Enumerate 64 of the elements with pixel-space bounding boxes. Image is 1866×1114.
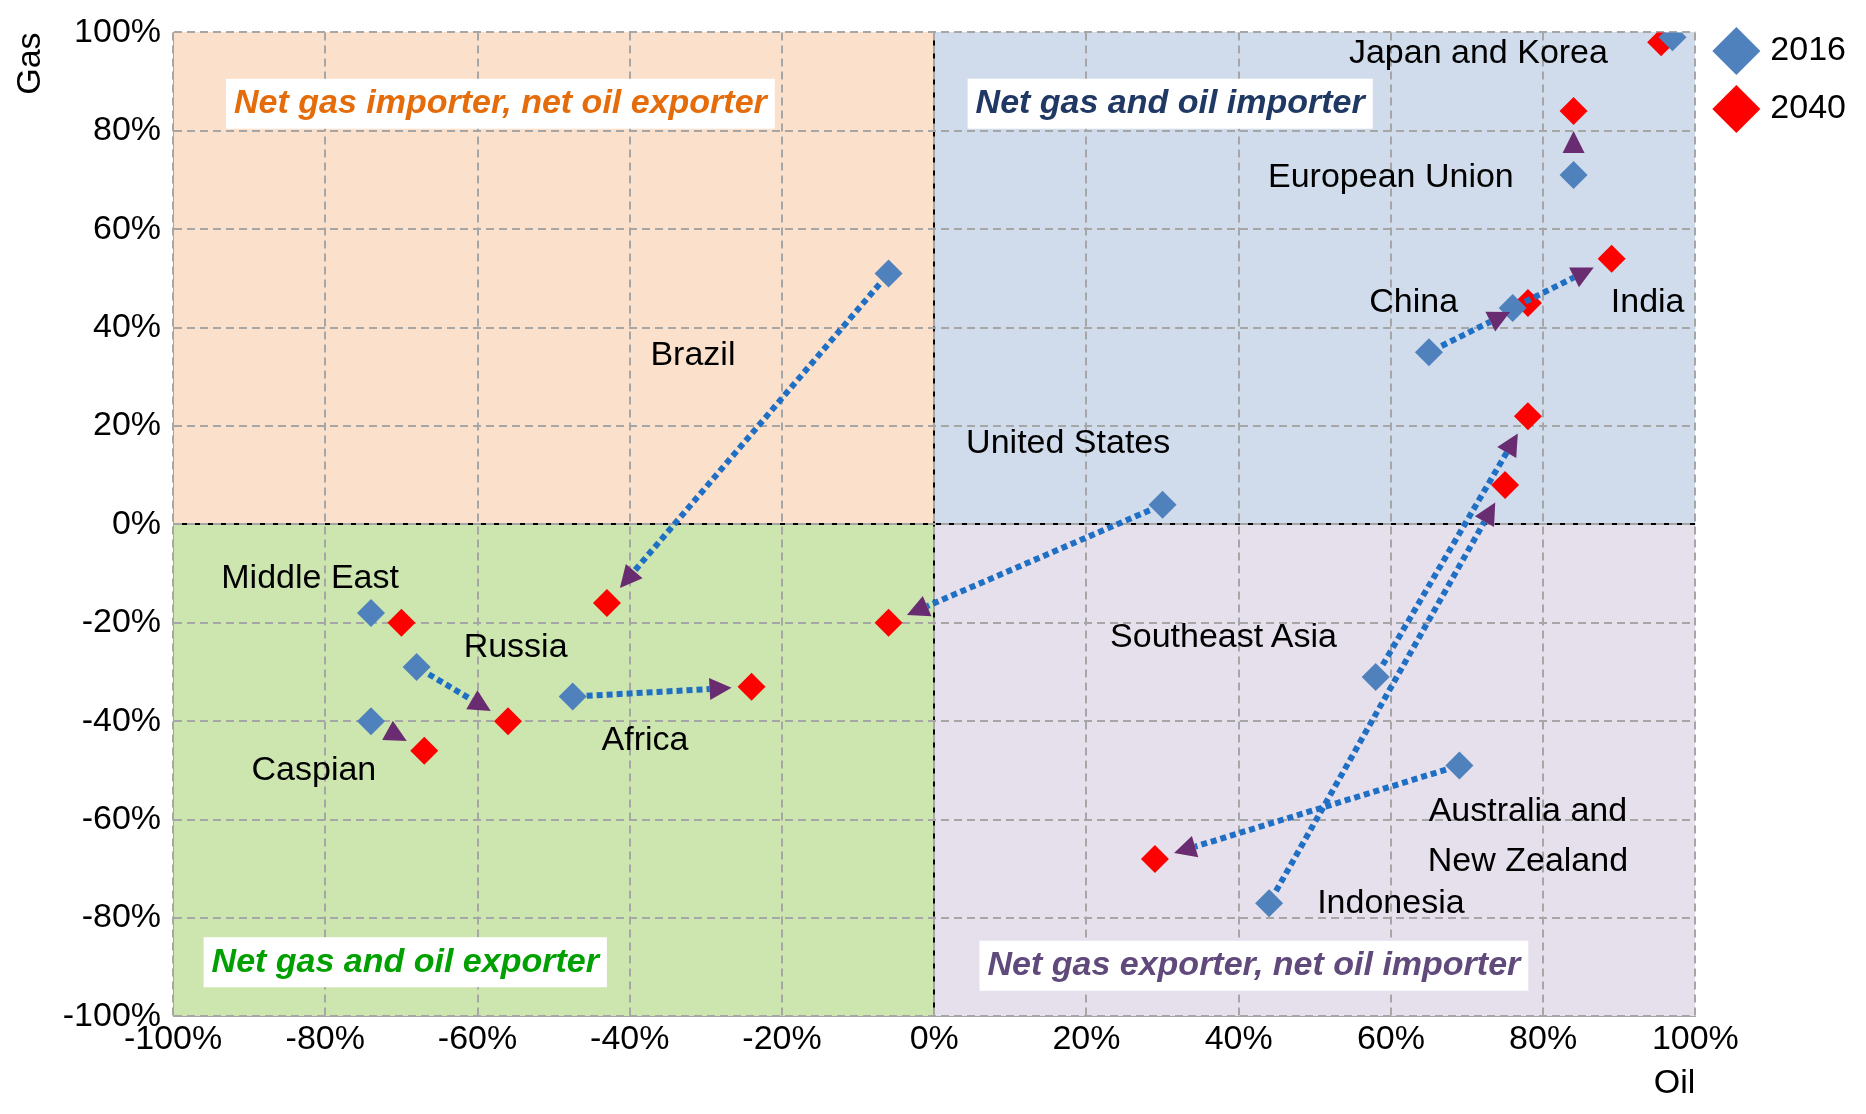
point: [1140, 844, 1169, 873]
point: [493, 707, 522, 736]
point: [592, 589, 621, 618]
point: [1491, 471, 1520, 500]
y-tick-label: -20%: [81, 601, 162, 640]
legend-label: 2016: [1770, 29, 1846, 68]
point: [558, 682, 587, 711]
annotation: Australia and New Zealand: [1427, 790, 1629, 879]
x-axis-title: Oil: [1653, 1061, 1696, 1100]
x-tick-label: 60%: [1356, 1018, 1425, 1057]
point: [874, 608, 903, 637]
y-tick-label: 0%: [111, 502, 162, 541]
y-tick-label: 60%: [93, 207, 162, 246]
x-tick-label: -60%: [437, 1018, 518, 1057]
annotation: Southeast Asia: [1110, 615, 1337, 654]
annotation: India: [1610, 281, 1685, 320]
point: [737, 672, 766, 701]
point: [402, 653, 431, 682]
annotation: Indonesia: [1317, 881, 1465, 920]
point: [1148, 490, 1177, 519]
point: [1361, 662, 1390, 691]
point: [1597, 244, 1626, 273]
y-axis-title: Gas: [8, 32, 47, 95]
point: [410, 736, 439, 765]
point: [1414, 338, 1443, 367]
annotation: Middle East: [221, 556, 400, 595]
point: [387, 608, 416, 637]
x-tick-label: 20%: [1052, 1018, 1121, 1057]
point: [1513, 402, 1542, 431]
x-tick-label: 40%: [1204, 1018, 1273, 1057]
annotation: Russia: [463, 625, 568, 664]
annotation: Net gas exporter, net oil importer: [987, 944, 1523, 983]
x-tick-label: 100%: [1651, 1018, 1739, 1057]
annotation: Africa: [601, 719, 689, 758]
point: [874, 259, 903, 288]
annotation: European Union: [1268, 155, 1514, 194]
annotation: China: [1369, 281, 1459, 320]
y-tick-label: 80%: [93, 109, 162, 148]
annotation: Net gas and oil importer: [975, 82, 1367, 121]
x-tick-label: -20%: [742, 1018, 822, 1057]
y-tick-label: 100%: [74, 10, 162, 49]
point: [1445, 751, 1474, 780]
point: [1498, 293, 1527, 322]
annotation: Japan and Korea: [1348, 32, 1609, 71]
point: [1255, 889, 1284, 918]
y-tick-label: -80%: [81, 896, 162, 935]
point: [1559, 97, 1588, 126]
point: [356, 598, 385, 627]
point: [1559, 161, 1588, 190]
annotation: United States: [966, 421, 1171, 460]
x-tick-label: -40%: [590, 1018, 670, 1057]
x-tick-label: 80%: [1509, 1018, 1578, 1057]
annotation: Brazil: [650, 333, 736, 372]
x-tick-label: 0%: [909, 1018, 959, 1057]
legend-label: 2040: [1770, 87, 1846, 126]
annotation: Net gas importer, net oil exporter: [233, 82, 769, 121]
y-tick-label: 40%: [93, 305, 162, 344]
y-tick-label: 20%: [93, 404, 162, 443]
y-tick-label: -40%: [81, 699, 162, 738]
annotation: Caspian: [251, 748, 377, 787]
x-tick-label: -80%: [285, 1018, 365, 1057]
annotation: Net gas and oil exporter: [211, 940, 601, 979]
y-tick-label: -60%: [81, 797, 162, 836]
point: [356, 707, 385, 736]
